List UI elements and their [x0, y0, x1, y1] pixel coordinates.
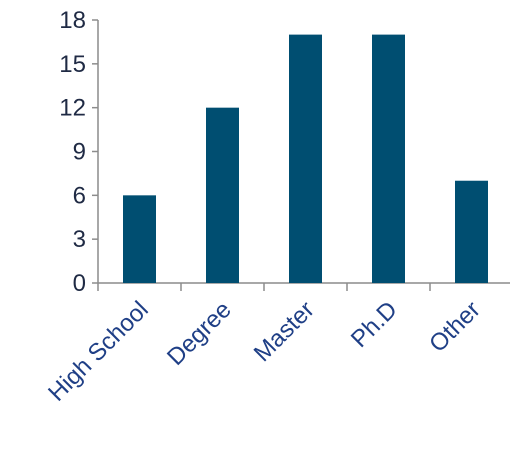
x-category-labels: High School Degree Master Ph.D Other — [43, 296, 486, 407]
y-tick-label: 15 — [59, 51, 86, 78]
bar-high-school — [123, 195, 156, 283]
x-category-label: Ph.D — [346, 296, 403, 353]
y-tick-labels: 0 3 6 9 12 15 18 — [59, 7, 86, 297]
y-tick-label: 6 — [73, 182, 86, 209]
bars-layer — [123, 34, 488, 284]
bar-other — [455, 180, 488, 283]
axes-layer — [92, 19, 510, 291]
y-tick-label: 0 — [73, 270, 86, 297]
x-category-label: High School — [43, 296, 154, 407]
x-category-label: Other — [424, 296, 486, 358]
y-tick-label: 18 — [59, 7, 86, 34]
x-category-label: Degree — [162, 296, 237, 371]
y-tick-label: 12 — [59, 95, 86, 122]
bar-degree — [206, 107, 239, 284]
y-tick-label: 9 — [73, 139, 86, 166]
x-category-label: Master — [249, 296, 320, 367]
bar-master — [289, 34, 322, 283]
bar-ph-d — [372, 34, 405, 283]
y-tick-label: 3 — [73, 226, 86, 253]
